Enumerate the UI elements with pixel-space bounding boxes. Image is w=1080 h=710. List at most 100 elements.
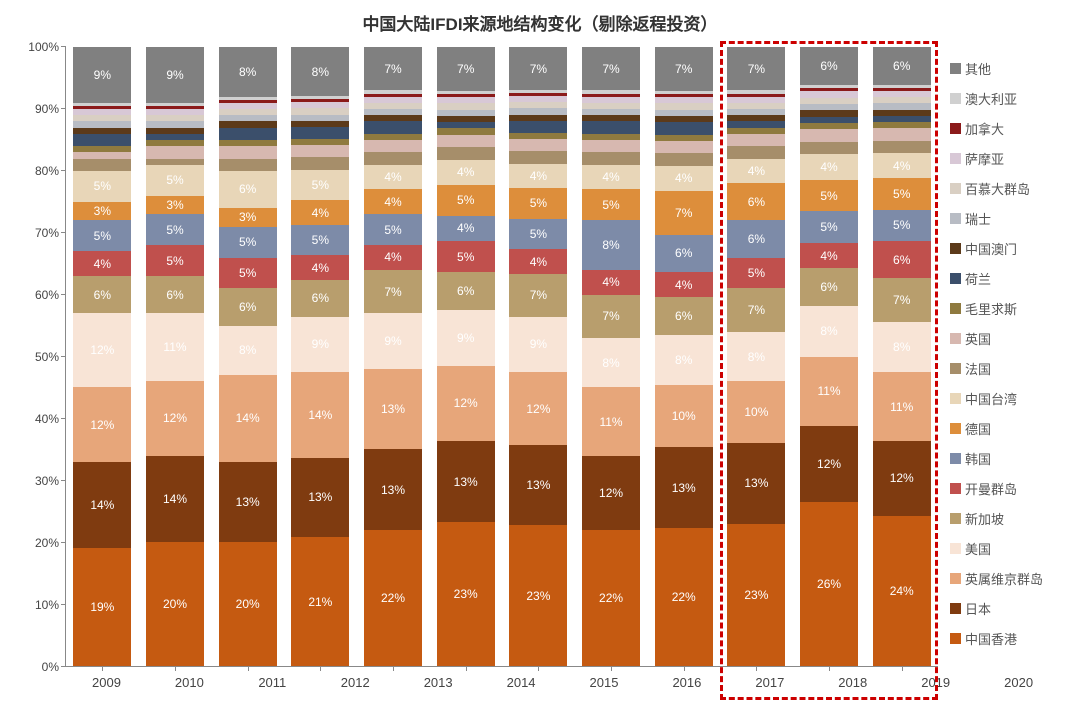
x-tick-label: 2013 [397,667,480,690]
legend-item-nl: 荷兰 [950,269,1060,288]
bar-column: 19%14%12%12%6%4%5%3%5%9% [66,47,139,666]
legend-label: 中国澳门 [965,239,1017,258]
segment-value-label: 14% [236,411,260,425]
bar-segment-bvi: 10% [727,381,785,443]
legend-swatch [950,453,961,464]
legend-item-ch: 瑞士 [950,209,1060,228]
bar-segment-jp: 13% [219,462,277,542]
bar-segment-de: 5% [582,189,640,220]
legend-label: 中国香港 [965,629,1017,648]
legend-label: 澳大利亚 [965,89,1017,108]
bar-segment-hk: 26% [800,502,858,666]
legend-label: 法国 [965,359,991,378]
bar-segment-sg: 7% [873,278,931,322]
segment-value-label: 5% [748,266,765,280]
segment-value-label: 7% [748,62,765,76]
segment-value-label: 22% [672,590,696,604]
y-tick-label: 40% [35,412,59,426]
segment-value-label: 4% [530,169,547,183]
bar-segment-uk [146,146,204,158]
bar-segment-ky: 5% [727,258,785,289]
bar-segment-sg: 6% [800,268,858,306]
bar-segment-fr [364,152,422,164]
bar-segment-ky: 4% [800,243,858,268]
bar-column: 26%12%11%8%6%4%5%5%4%6% [793,47,866,666]
bar-segment-jp: 12% [800,426,858,502]
bar-segment-tw: 4% [800,154,858,179]
segment-value-label: 7% [384,285,401,299]
stacked-bar: 26%12%11%8%6%4%5%5%4%6% [800,47,858,666]
bar-segment-tw: 6% [219,171,277,208]
bar-column: 23%13%12%9%7%4%5%5%4%7% [502,47,575,666]
stacked-bar: 24%12%11%8%7%6%5%5%4%6% [873,47,931,666]
x-tick-label: 2009 [65,667,148,690]
segment-value-label: 8% [602,356,619,370]
legend-label: 其他 [965,59,991,78]
x-tick-label: 2015 [563,667,646,690]
segment-value-label: 22% [381,591,405,605]
segment-value-label: 6% [457,284,474,298]
bar-segment-jp: 14% [146,456,204,543]
bar-segment-sg: 6% [291,280,349,317]
legend: 其他澳大利亚加拿大萨摩亚百慕大群岛瑞士中国澳门荷兰毛里求斯英国法国中国台湾德国韩… [938,47,1060,667]
bar-segment-sg: 6% [73,276,131,313]
segment-value-label: 4% [675,171,692,185]
segment-value-label: 5% [457,250,474,264]
bar-segment-bvi: 13% [364,369,422,449]
legend-swatch [950,633,961,644]
x-axis-labels: 2009201020112012201320142015201620172018… [65,667,1060,690]
segment-value-label: 23% [744,588,768,602]
bar-segment-kr: 5% [509,219,567,250]
bar-column: 23%13%12%9%6%5%4%5%4%7% [429,47,502,666]
bar-segment-hk: 20% [146,542,204,666]
x-tick-label: 2014 [480,667,563,690]
legend-item-hk: 中国香港 [950,629,1060,648]
legend-swatch [950,183,961,194]
legend-label: 日本 [965,599,991,618]
legend-swatch [950,303,961,314]
segment-value-label: 6% [239,182,256,196]
segment-value-label: 9% [530,337,547,351]
bar-segment-other: 9% [73,47,131,103]
bar-segment-tw: 4% [873,153,931,178]
segment-value-label: 5% [312,178,329,192]
bar-segment-other: 9% [146,47,204,103]
segment-value-label: 5% [384,223,401,237]
bar-segment-jp: 13% [291,458,349,538]
segment-value-label: 13% [381,402,405,416]
stacked-bar: 20%13%14%8%6%5%5%3%6%8% [219,47,277,666]
legend-item-bvi: 英属维京群岛 [950,569,1060,588]
bar-segment-nl [73,134,131,146]
bar-column: 21%13%14%9%6%4%5%4%5%8% [284,47,357,666]
bar-column: 23%13%10%8%7%5%6%6%4%7% [720,47,793,666]
segment-value-label: 8% [239,343,256,357]
legend-label: 美国 [965,539,991,558]
bar-segment-uk [727,134,785,146]
segment-value-label: 6% [675,309,692,323]
bar-segment-uk [219,146,277,158]
y-tick-label: 0% [42,660,59,674]
segment-value-label: 7% [530,62,547,76]
bar-segment-tw: 4% [509,164,567,189]
segment-value-label: 7% [675,206,692,220]
segment-value-label: 4% [384,195,401,209]
y-tick-label: 100% [28,40,59,54]
segment-value-label: 6% [748,232,765,246]
y-tick-label: 10% [35,598,59,612]
legend-swatch [950,543,961,554]
bar-segment-us: 9% [509,317,567,372]
bar-segment-kr: 5% [291,225,349,256]
segment-value-label: 11% [890,400,913,414]
bar-segment-bvi: 12% [146,381,204,455]
segment-value-label: 5% [820,220,837,234]
segment-value-label: 13% [308,490,332,504]
x-tick-label: 2018 [811,667,894,690]
bar-segment-sg: 6% [219,288,277,325]
bar-segment-de: 3% [73,202,131,221]
segment-value-label: 19% [90,600,114,614]
legend-swatch [950,123,961,134]
x-tick-label: 2010 [148,667,231,690]
segment-value-label: 7% [675,62,692,76]
bar-segment-uk [800,129,858,142]
bar-segment-nl [582,121,640,133]
